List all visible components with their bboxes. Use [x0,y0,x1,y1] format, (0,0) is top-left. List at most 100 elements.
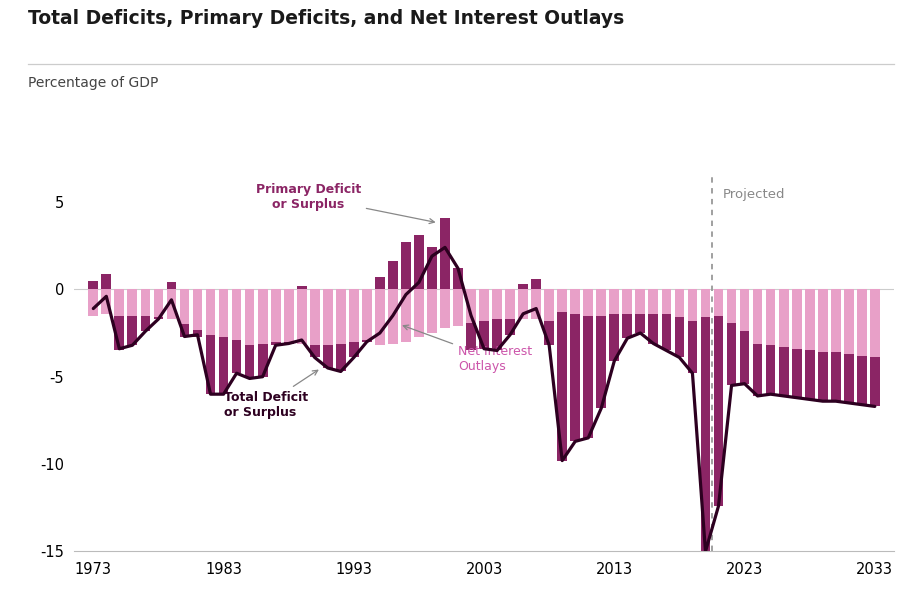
Bar [805,289,814,350]
Bar [244,345,254,379]
Bar [635,314,645,333]
Bar [792,289,801,348]
Bar [818,352,828,401]
Bar [609,289,620,314]
Bar [258,344,267,377]
Bar [323,345,333,368]
Bar [401,289,411,342]
Bar [140,316,150,331]
Bar [349,289,359,342]
Bar [440,218,450,289]
Bar [388,289,397,344]
Bar [271,342,280,345]
Bar [648,289,658,314]
Bar [857,356,867,405]
Bar [648,314,658,344]
Bar [310,345,320,358]
Text: Total Deficit
or Surplus: Total Deficit or Surplus [223,370,318,419]
Bar [675,318,684,358]
Bar [765,345,775,394]
Bar [180,324,189,336]
Bar [258,289,267,344]
Bar [362,340,372,342]
Bar [752,344,762,396]
Bar [284,342,293,344]
Bar [857,289,867,356]
Bar [727,322,737,385]
Bar [831,352,841,401]
Bar [531,279,541,289]
Bar [597,289,606,316]
Bar [231,340,242,373]
Bar [739,331,750,384]
Bar [231,289,242,340]
Bar [467,322,476,350]
Bar [114,289,124,316]
Bar [244,289,254,345]
Bar [101,273,112,289]
Bar [805,350,814,399]
Text: Primary Deficit
or Surplus: Primary Deficit or Surplus [255,182,434,224]
Bar [870,289,880,358]
Bar [831,289,841,352]
Bar [453,268,463,289]
Bar [505,289,515,319]
Bar [154,289,163,318]
Bar [844,289,854,354]
Bar [571,314,580,441]
Bar [727,289,737,322]
Bar [219,336,229,394]
Text: Net Interest
Outlays: Net Interest Outlays [403,325,532,373]
Bar [206,289,216,335]
Text: Percentage of GDP: Percentage of GDP [28,76,158,90]
Bar [375,277,384,289]
Bar [661,289,671,314]
Bar [101,289,112,314]
Bar [597,316,606,408]
Bar [505,319,515,335]
Bar [206,335,216,394]
Bar [584,289,593,316]
Bar [401,242,411,289]
Bar [714,316,724,506]
Bar [870,358,880,407]
Bar [492,289,502,319]
Bar [518,284,528,289]
Bar [127,289,137,316]
Bar [675,289,684,318]
Bar [414,289,424,336]
Bar [635,289,645,314]
Bar [479,321,489,348]
Bar [349,342,359,358]
Bar [557,312,567,461]
Bar [779,347,788,396]
Bar [779,289,788,347]
Bar [557,289,567,312]
Bar [284,289,293,342]
Bar [180,289,189,324]
Bar [571,289,580,314]
Bar [701,318,710,551]
Bar [492,319,502,350]
Bar [701,289,710,318]
Bar [688,321,697,373]
Bar [440,289,450,328]
Bar [336,289,346,344]
Bar [114,316,124,350]
Bar [739,289,750,331]
Bar [297,289,307,344]
Bar [844,354,854,403]
Bar [271,289,280,342]
Bar [584,316,593,438]
Bar [127,316,137,345]
Bar [427,247,437,289]
Bar [427,289,437,333]
Bar [297,286,307,289]
Bar [609,314,620,361]
Bar [414,235,424,289]
Bar [89,281,98,289]
Bar [792,348,801,398]
Bar [219,289,229,336]
Bar [323,289,333,345]
Bar [453,289,463,326]
